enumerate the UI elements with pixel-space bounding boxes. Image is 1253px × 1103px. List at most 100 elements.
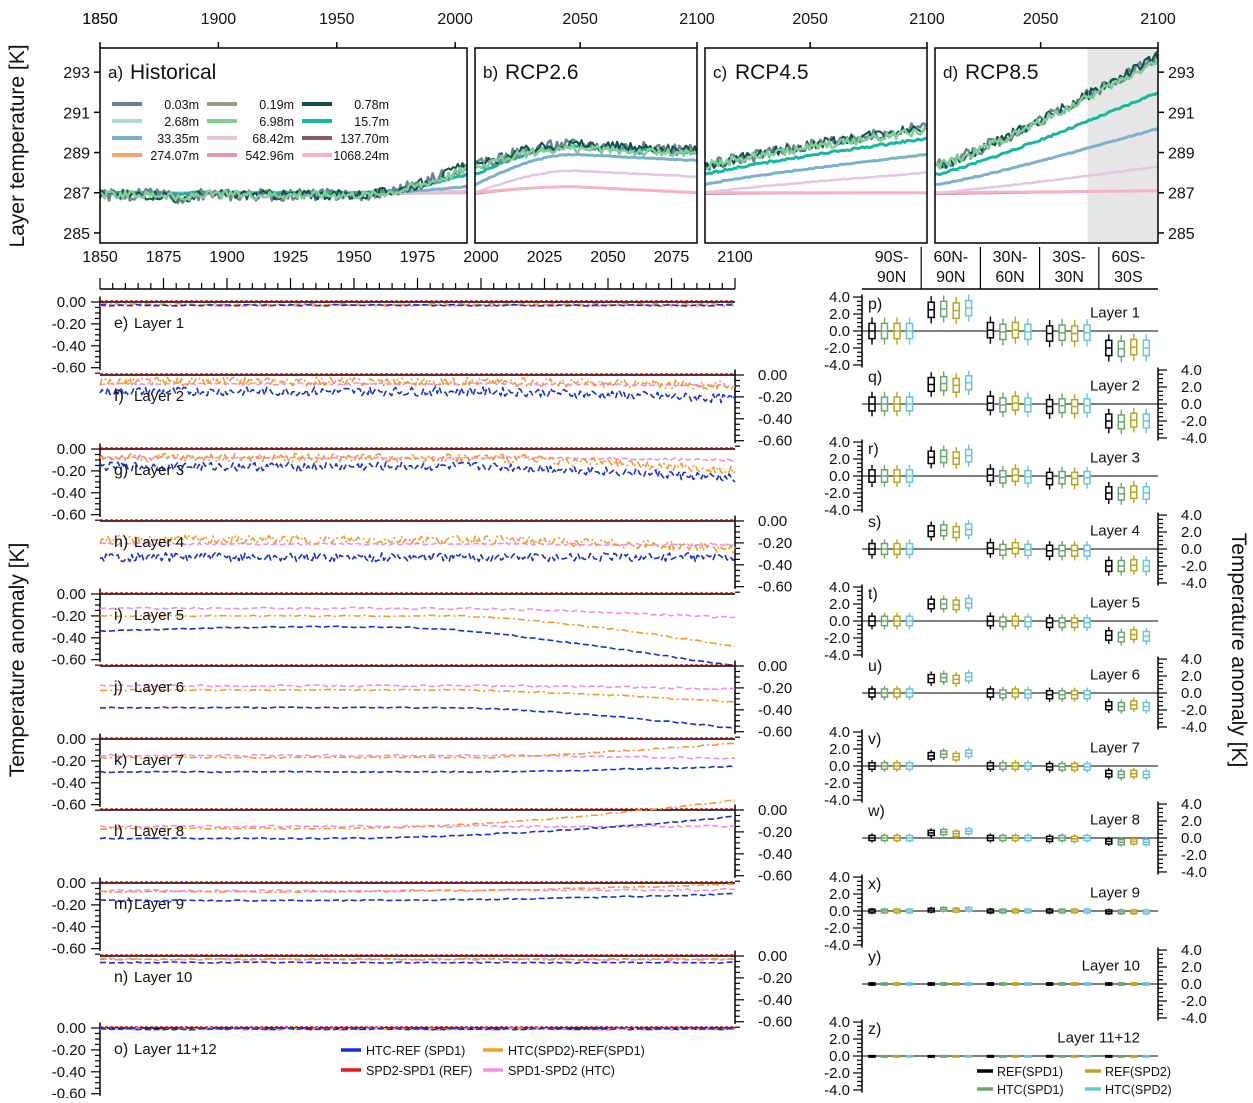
box-panel-label: s) xyxy=(868,514,881,531)
line-6.98m xyxy=(99,165,468,202)
line-68.42m xyxy=(935,165,1159,195)
bottom-x-tick-label: 1925 xyxy=(273,249,309,266)
box-panel-label: p) xyxy=(868,296,882,313)
bottom-x-tick-label: 1850 xyxy=(82,249,118,266)
box-y-tick-label: 4.0 xyxy=(1181,362,1202,379)
bottom-x-tick-label: 2000 xyxy=(463,249,499,266)
box-panel-layer: Layer 7 xyxy=(1090,739,1140,756)
box-y-tick-label: 0.0 xyxy=(829,1048,850,1065)
anomaly-y-tick-label: -0.40 xyxy=(52,775,86,792)
box-y-tick-label: 2.0 xyxy=(1181,813,1202,830)
anomaly-y-tick-label: -0.60 xyxy=(52,360,86,377)
box-y-tick-label: 0.0 xyxy=(1181,541,1202,558)
box-panel-label: y) xyxy=(868,949,881,966)
series-htc-spd2-ref-spd1 xyxy=(99,799,735,830)
box-y-tick-label: 2.0 xyxy=(829,1031,850,1048)
top-x-tick-label: 2050 xyxy=(1023,11,1059,28)
box-y-tick-label: 4.0 xyxy=(1181,942,1202,959)
box-legend-label: REF(SPD1) xyxy=(997,1065,1063,1079)
box-y-tick-label: 2.0 xyxy=(829,596,850,613)
anomaly-panel-label: e) xyxy=(114,315,128,332)
series-htc-ref-spd1 xyxy=(99,706,736,730)
series-htc-ref-spd1 xyxy=(99,961,735,964)
series-spd1-spd2-htc xyxy=(99,683,736,691)
box-y-tick-label: 2.0 xyxy=(1181,524,1202,541)
top-panel-rcp26 xyxy=(473,42,698,244)
anomaly-y-tick-label: -0.60 xyxy=(758,579,792,596)
box-y-tick-label: -2.0 xyxy=(1181,413,1207,430)
series-htc-ref-spd1 xyxy=(99,552,736,563)
anomaly-panel-layer: Layer 4 xyxy=(134,534,184,551)
box-panel-layer: Layer 11+12 xyxy=(1057,1029,1140,1046)
top-y-tick-label-right: 289 xyxy=(1168,146,1195,163)
box-y-tick-label: -4.0 xyxy=(1181,719,1207,736)
anomaly-y-tick-label: 0.00 xyxy=(758,513,787,530)
anomaly-y-tick-label: -0.40 xyxy=(758,557,792,574)
series-spd1-spd2-htc xyxy=(99,381,736,388)
series-htc-ref-spd1 xyxy=(99,1027,736,1031)
top-x-tick-label: 2100 xyxy=(909,11,945,28)
anomaly-y-tick-label: -0.40 xyxy=(52,485,86,502)
anomaly-y-tick-label: 0.00 xyxy=(758,367,787,384)
anomaly-y-tick-label: 0.00 xyxy=(57,731,86,748)
anomaly-panel-label: m) xyxy=(114,896,133,913)
top-panel-frame xyxy=(704,47,928,244)
top-y-tick-label-right: 293 xyxy=(1168,65,1195,82)
box-y-tick-label: -2.0 xyxy=(1181,702,1207,719)
box-y-axis-label: Temperature anomaly [K] xyxy=(1227,533,1250,768)
region-label: 30N-60N xyxy=(993,249,1028,286)
top-y-tick-label: 285 xyxy=(63,226,90,243)
anomaly-panel-label: j) xyxy=(113,679,123,696)
series-htc-ref-spd1 xyxy=(99,765,736,774)
line-33.35m xyxy=(934,127,1159,187)
anomaly-y-tick-label: -0.40 xyxy=(758,702,792,719)
box-y-tick-label: 2.0 xyxy=(829,451,850,468)
box-y-tick-label: -2.0 xyxy=(824,775,850,792)
top-panel-rcp45 xyxy=(703,42,929,244)
box-panel-r xyxy=(853,439,1158,513)
anomaly-y-tick-label: -0.20 xyxy=(52,463,86,480)
region-label: 30S-30N xyxy=(1052,249,1086,286)
box-y-tick-label: -4.0 xyxy=(1181,864,1207,881)
box-panel-z xyxy=(853,1019,1158,1093)
anomaly-y-tick-label: 0.00 xyxy=(57,1020,86,1037)
bottom-x-tick-label: 2050 xyxy=(590,249,626,266)
top-panel-frame xyxy=(474,47,698,244)
anomaly-y-tick-label: -0.60 xyxy=(758,1014,792,1031)
series-htc-spd2-ref-spd1 xyxy=(99,742,736,759)
top-x-tick-label: 1900 xyxy=(201,11,237,28)
anomaly-y-tick-label: 0.00 xyxy=(57,875,86,892)
box-panel-label: w) xyxy=(867,803,885,820)
anomaly-panel-layer: Layer 1 xyxy=(134,315,184,332)
top-x-tick-label: 1950 xyxy=(319,11,355,28)
panel-label: d) xyxy=(943,63,958,82)
box-y-tick-label: 0.0 xyxy=(829,468,850,485)
box-panel-y xyxy=(862,947,1167,1021)
box-y-tick-label: -4.0 xyxy=(1181,575,1207,592)
line-15.7m xyxy=(934,91,1159,176)
box-panel-t xyxy=(853,584,1158,658)
series-spd1-spd2-htc xyxy=(99,606,736,619)
panel-title: RCP2.6 xyxy=(505,61,579,84)
anomaly-panel-layer: Layer 9 xyxy=(134,896,184,913)
box-panel-w xyxy=(862,801,1167,875)
anomaly-y-tick-label: -0.40 xyxy=(52,338,86,355)
box-panel-layer: Layer 1 xyxy=(1090,304,1140,321)
anomaly-y-axis-label: Temperature anomaly [K] xyxy=(6,543,29,778)
series-htc-spd2-ref-spd1 xyxy=(99,376,736,390)
anomaly-y-tick-label: -0.40 xyxy=(52,919,86,936)
series-htc-ref-spd1 xyxy=(99,303,736,307)
box-y-tick-label: 4.0 xyxy=(829,1014,850,1031)
series-htc-ref-spd1 xyxy=(99,461,736,483)
line-33.35m xyxy=(474,152,698,187)
box-y-tick-label: 0.0 xyxy=(829,323,850,340)
box-y-tick-label: -4.0 xyxy=(824,1082,850,1098)
box-y-tick-label: -2.0 xyxy=(824,920,850,937)
series-htc-ref-spd1 xyxy=(99,625,736,668)
box-y-tick-label: -4.0 xyxy=(1181,430,1207,447)
box-y-tick-label: 4.0 xyxy=(829,289,850,306)
box-legend-label: HTC(SPD2) xyxy=(1105,1083,1172,1097)
line-68.42m xyxy=(474,169,698,195)
box-y-tick-label: -2.0 xyxy=(1181,847,1207,864)
